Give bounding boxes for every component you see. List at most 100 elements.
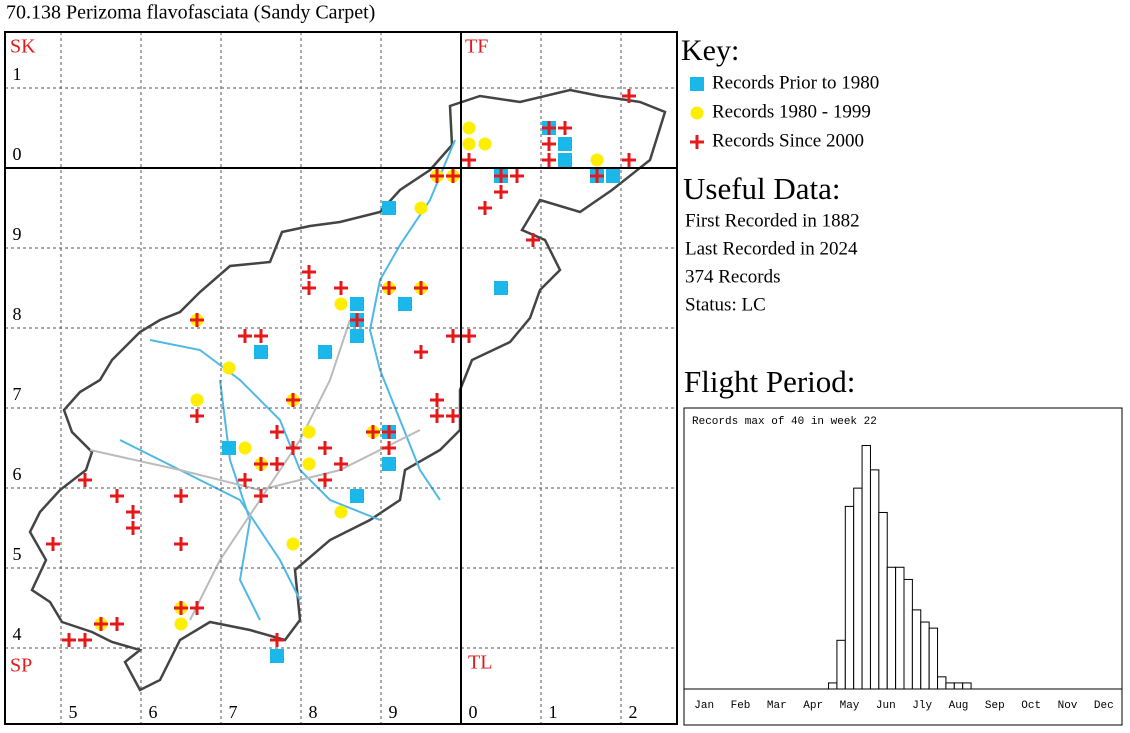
record-square	[558, 153, 572, 167]
record-cross	[430, 409, 444, 423]
y-tick-label: 0	[13, 144, 22, 164]
bar	[878, 511, 888, 690]
record-square	[382, 457, 396, 471]
record-cross	[558, 121, 572, 135]
record-circle	[238, 441, 252, 455]
record-cross	[350, 313, 364, 327]
record-square	[350, 297, 364, 311]
record-cross	[318, 473, 332, 487]
record-cross	[110, 617, 124, 631]
record-cross	[334, 457, 348, 471]
x-tick-label: Oct	[1021, 700, 1041, 712]
record-cross	[366, 425, 380, 439]
rivers	[119, 139, 456, 621]
record-circle	[462, 121, 476, 135]
record-cross	[254, 489, 268, 503]
record-circle	[222, 361, 236, 375]
record-cross	[446, 169, 460, 183]
x-tick-label: Mar	[767, 700, 787, 712]
legend-marker	[690, 135, 704, 149]
record-circle	[414, 201, 428, 215]
record-cross	[542, 153, 556, 167]
record-circle	[302, 425, 316, 439]
record-cross	[334, 281, 348, 295]
record-cross	[446, 409, 460, 423]
useful-data-line: 374 Records	[685, 266, 781, 287]
record-cross	[62, 633, 76, 647]
record-square	[382, 201, 396, 215]
x-tick-label: Nov	[1058, 700, 1078, 712]
record-cross	[382, 425, 396, 439]
record-cross	[590, 169, 604, 183]
key: Records Prior to 1980 Records 1980 - 1999…	[690, 72, 879, 151]
legend-marker	[690, 77, 704, 91]
square-label: TL	[468, 652, 492, 674]
record-cross	[78, 473, 92, 487]
river	[368, 139, 456, 501]
y-tick-label: 8	[13, 304, 22, 324]
record-cross	[382, 281, 396, 295]
record-circle	[334, 297, 348, 311]
y-tick-label: 7	[13, 384, 22, 404]
x-tick-label: Jan	[694, 700, 714, 712]
record-cross	[286, 393, 300, 407]
x-tick-label: 5	[69, 702, 78, 722]
record-square	[254, 345, 268, 359]
record-circle	[478, 137, 492, 151]
map-layer: 5 6 7 8 9 0 1 2 4 5 6 7 8 9 0 1 SK TF SP TL	[5, 32, 677, 724]
x-tick-label: 0	[469, 702, 478, 722]
useful-data: First Recorded in 1882 Last Recorded in 2…	[685, 210, 860, 315]
x-tick-label: 7	[229, 702, 238, 722]
record-cross	[270, 457, 284, 471]
page-title: 70.138 Perizoma flavofasciata (Sandy Car…	[6, 2, 375, 24]
bar	[962, 682, 972, 690]
x-tick-label: Feb	[731, 700, 751, 712]
y-tick-label: 9	[13, 224, 22, 244]
x-tick-label: Jun	[876, 700, 896, 712]
bar	[911, 609, 922, 690]
square-label: SP	[10, 655, 32, 677]
x-tick-label: 9	[389, 702, 398, 722]
useful-data-line: Last Recorded in 2024	[685, 238, 858, 259]
record-square	[270, 649, 284, 663]
record-cross	[318, 441, 332, 455]
county-outline	[28, 88, 667, 692]
record-cross	[286, 441, 300, 455]
useful-data-line: Status: LC	[685, 294, 766, 315]
record-cross	[270, 633, 284, 647]
bar	[920, 621, 930, 690]
record-circle	[286, 537, 300, 551]
y-tick-label: 6	[13, 464, 22, 484]
record-square	[222, 441, 236, 455]
record-cross	[78, 633, 92, 647]
useful-data-title: Useful Data:	[683, 171, 841, 206]
record-cross	[174, 489, 188, 503]
chart-annotation: Records max of 40 in week 22	[692, 416, 877, 428]
river	[119, 439, 301, 601]
bar	[836, 639, 846, 690]
record-cross	[270, 425, 284, 439]
x-tick-label: Jly	[912, 700, 932, 712]
record-cross	[462, 153, 476, 167]
record-cross	[94, 617, 108, 631]
record-cross	[238, 329, 252, 343]
record-cross	[110, 489, 124, 503]
bar	[903, 578, 913, 690]
record-cross	[414, 281, 428, 295]
record-cross	[190, 409, 204, 423]
record-cross	[126, 505, 140, 519]
record-circle	[334, 505, 348, 519]
record-cross	[174, 537, 188, 551]
record-cross	[126, 521, 140, 535]
record-cross	[414, 345, 428, 359]
x-tick-label: Aug	[949, 700, 969, 712]
record-cross	[382, 441, 396, 455]
record-circle	[462, 137, 476, 151]
record-square	[606, 169, 620, 183]
record-square	[318, 345, 332, 359]
record-circle	[174, 617, 188, 631]
bar	[861, 445, 871, 690]
record-cross	[302, 281, 316, 295]
record-circle	[190, 393, 204, 407]
